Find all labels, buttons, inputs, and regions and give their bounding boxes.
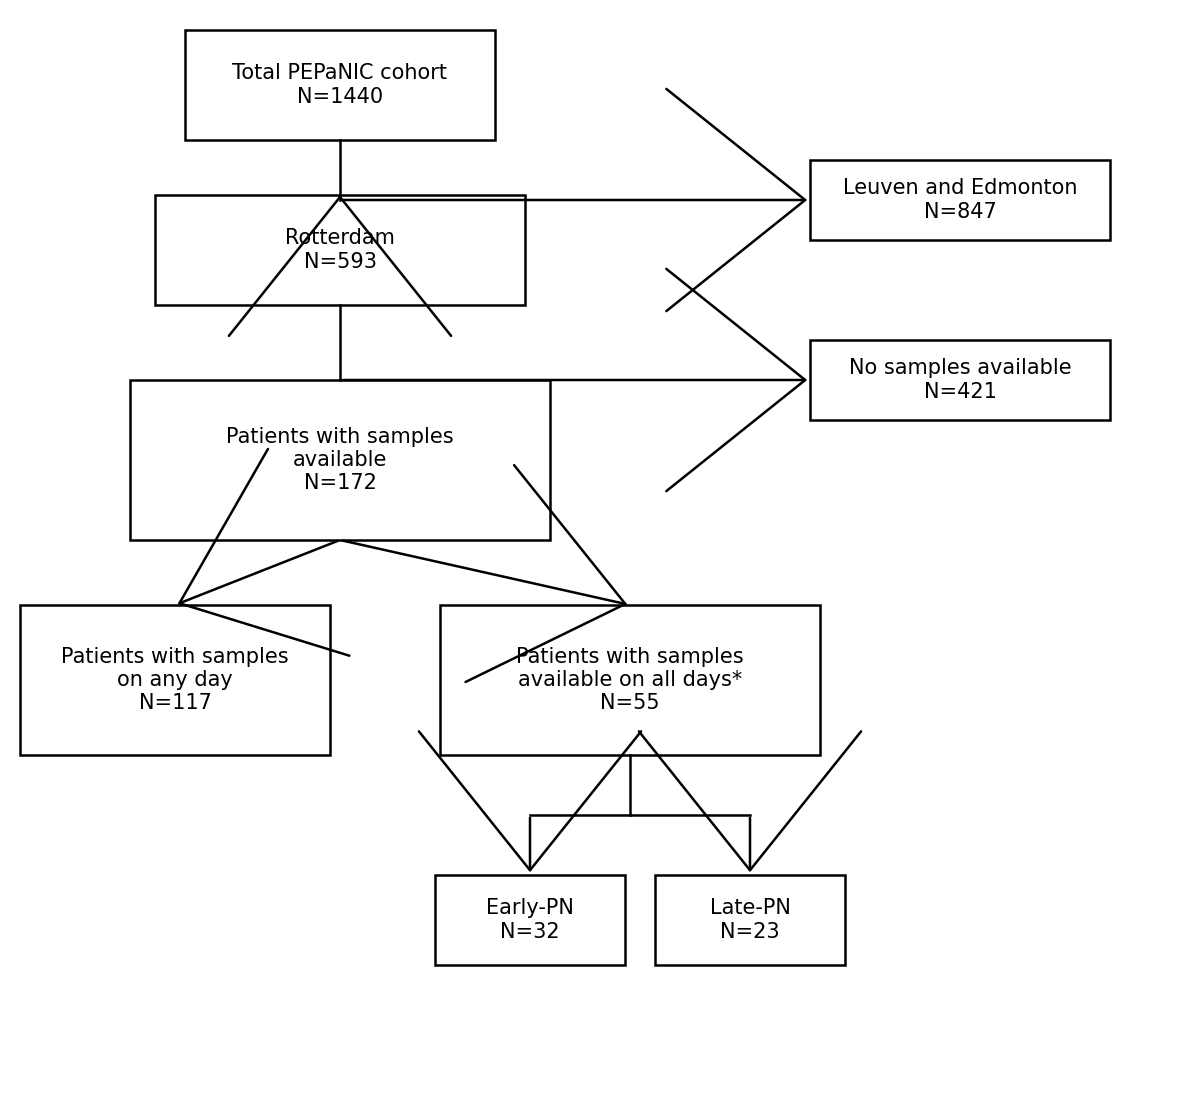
Text: Leuven and Edmonton
N=847: Leuven and Edmonton N=847 bbox=[842, 178, 1078, 221]
Text: No samples available
N=421: No samples available N=421 bbox=[848, 359, 1072, 402]
Text: Patients with samples
available on all days*
N=55: Patients with samples available on all d… bbox=[516, 647, 744, 713]
FancyBboxPatch shape bbox=[440, 605, 820, 755]
FancyBboxPatch shape bbox=[155, 195, 526, 305]
FancyBboxPatch shape bbox=[810, 340, 1110, 420]
FancyBboxPatch shape bbox=[436, 874, 625, 965]
Text: Late-PN
N=23: Late-PN N=23 bbox=[709, 899, 791, 942]
FancyBboxPatch shape bbox=[130, 379, 550, 540]
Text: Patients with samples
on any day
N=117: Patients with samples on any day N=117 bbox=[61, 647, 289, 713]
Text: Early-PN
N=32: Early-PN N=32 bbox=[486, 899, 574, 942]
Text: Total PEPaNIC cohort
N=1440: Total PEPaNIC cohort N=1440 bbox=[233, 64, 448, 107]
FancyBboxPatch shape bbox=[20, 605, 330, 755]
Text: Rotterdam
N=593: Rotterdam N=593 bbox=[286, 229, 395, 272]
Text: Patients with samples
available
N=172: Patients with samples available N=172 bbox=[226, 427, 454, 493]
FancyBboxPatch shape bbox=[810, 160, 1110, 240]
FancyBboxPatch shape bbox=[655, 874, 845, 965]
FancyBboxPatch shape bbox=[185, 30, 496, 140]
